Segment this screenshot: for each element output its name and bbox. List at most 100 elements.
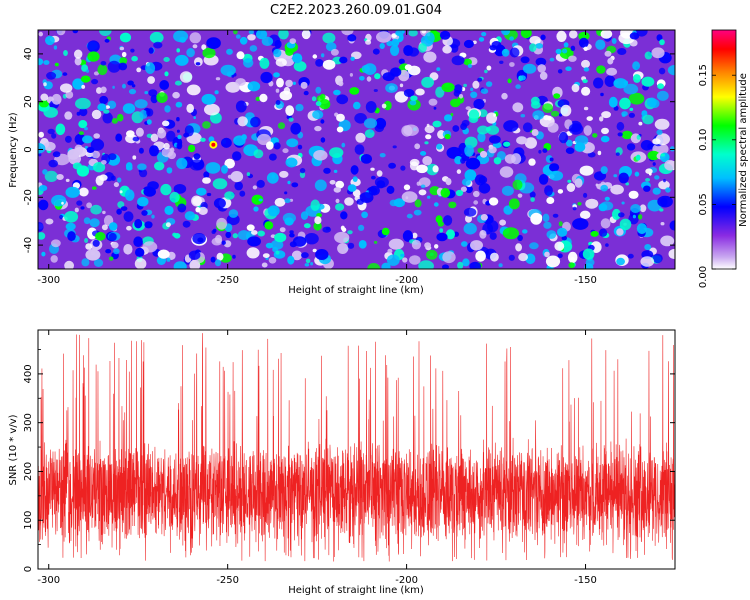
spectrogram-cell <box>253 206 259 212</box>
spectrogram-cell <box>65 222 76 231</box>
y-tick-label: -20 <box>23 189 34 205</box>
spectrogram-cell <box>247 236 261 247</box>
spectrogram-cell <box>64 211 79 223</box>
spectrogram-cell <box>78 187 89 197</box>
spectrogram-cell <box>48 159 58 168</box>
spectrogram-cell <box>147 76 156 84</box>
spectrogram-cell <box>359 76 365 81</box>
spectrogram-cell <box>422 156 433 166</box>
spectrogram-cell <box>113 182 119 188</box>
spectrogram-cell <box>640 256 655 267</box>
spectrogram-cell <box>614 80 619 85</box>
spectrogram-cell <box>386 185 395 194</box>
spectrogram-cell <box>414 143 421 150</box>
spectrogram-cell <box>539 71 548 80</box>
spectrogram-cell <box>213 198 226 209</box>
spectrogram-cell <box>335 203 345 211</box>
colorbar-tick-label: 0.15 <box>698 64 709 86</box>
spectrogram-cell <box>111 118 118 124</box>
spectrogram-cell <box>174 80 182 86</box>
spectrogram-cell <box>221 240 226 245</box>
spectrogram-cell <box>445 178 452 186</box>
spectrogram-cell <box>480 150 488 158</box>
spectrogram-cell <box>475 250 486 262</box>
spectrogram-cell <box>132 136 140 142</box>
spectrogram-cell <box>100 86 107 94</box>
spectrogram-cell <box>520 30 532 39</box>
spectrogram-cell <box>354 144 365 155</box>
spectrogram-cell <box>427 195 431 199</box>
spectrogram-cell <box>386 40 394 47</box>
spectrogram-cell <box>375 117 387 130</box>
spectrogram-cell <box>164 105 171 113</box>
spectrogram-cell <box>148 89 158 97</box>
spectrogram-cell <box>442 251 456 264</box>
spectrogram-cell <box>252 185 258 190</box>
spectrogram-cell <box>93 71 100 76</box>
spectrogram-cell <box>448 201 457 209</box>
spectrogram-cell <box>659 39 665 46</box>
spectrogram-cell <box>333 169 338 173</box>
spectrogram-cell <box>439 30 451 40</box>
spectrogram-cell <box>489 135 501 144</box>
spectrogram-cell <box>386 254 400 266</box>
spectrogram-cell <box>75 97 91 110</box>
spectrogram-cell <box>96 87 102 94</box>
spectrogram-cell <box>637 214 643 220</box>
x-tick-label: -250 <box>216 275 239 286</box>
spectrogram-cell <box>290 122 302 135</box>
spectrogram-cell <box>102 210 106 215</box>
spectrogram-cell <box>644 51 653 60</box>
spectrogram-cell <box>193 116 196 120</box>
spectrogram-cell <box>305 258 311 264</box>
spectrogram-cell <box>473 98 485 110</box>
spectrogram-cell <box>600 184 608 192</box>
spectrogram-cell <box>388 162 396 169</box>
spectrogram-cell <box>669 220 675 231</box>
spectrogram-cell <box>498 263 503 268</box>
snr-series-line <box>38 333 675 562</box>
spectrogram-cell <box>406 213 413 219</box>
spectrogram-cell <box>267 205 280 217</box>
spectrogram-cell <box>402 230 413 242</box>
spectrogram-cell <box>445 229 455 240</box>
spectrogram-cell <box>477 125 489 135</box>
spectrogram-cell <box>349 87 360 95</box>
spectrogram-cell <box>251 230 258 235</box>
spectrogram-cell <box>104 38 110 43</box>
spectrogram-cell <box>369 129 374 133</box>
spectrogram-cell <box>329 180 336 185</box>
spectrogram-x-ticks: -300 -250 -200 -150 <box>37 30 597 286</box>
spectrogram-cell <box>99 95 109 105</box>
spectrogram-cell <box>601 111 611 119</box>
spectrogram-cell <box>288 117 294 122</box>
spectrogram-cell <box>660 222 665 226</box>
spectrogram-cell <box>264 221 274 230</box>
spectrogram-cell <box>175 101 183 108</box>
spectrogram-cell <box>268 257 277 264</box>
spectrogram-cell <box>257 230 266 237</box>
spectrogram-cell <box>582 79 588 84</box>
spectrogram-cell <box>657 83 664 90</box>
spectrogram-cell <box>421 30 427 34</box>
spectrogram-cell <box>279 227 286 233</box>
spectrogram-cell <box>441 82 455 93</box>
spectrogram-cell <box>119 32 132 43</box>
spectrogram-cell <box>405 196 409 200</box>
spectrogram-cell <box>315 59 324 67</box>
spectrogram-cell <box>549 163 560 172</box>
spectrogram-cell <box>91 109 102 120</box>
spectrogram-cell <box>258 198 263 202</box>
spectrogram-cell <box>196 187 207 196</box>
spectrogram-cell <box>424 141 429 145</box>
spectrogram-cell <box>321 53 325 58</box>
spectrogram-cell <box>621 201 625 205</box>
spectrogram-cell <box>626 143 636 151</box>
spectrogram-cell <box>55 123 66 136</box>
spectrogram-cell <box>561 235 567 241</box>
spectrogram-cells <box>38 30 675 269</box>
spectrogram-cell <box>574 142 586 152</box>
spectrogram-cell <box>248 30 254 35</box>
spectrogram-cell <box>76 111 81 116</box>
spectrogram-cell <box>336 113 345 122</box>
